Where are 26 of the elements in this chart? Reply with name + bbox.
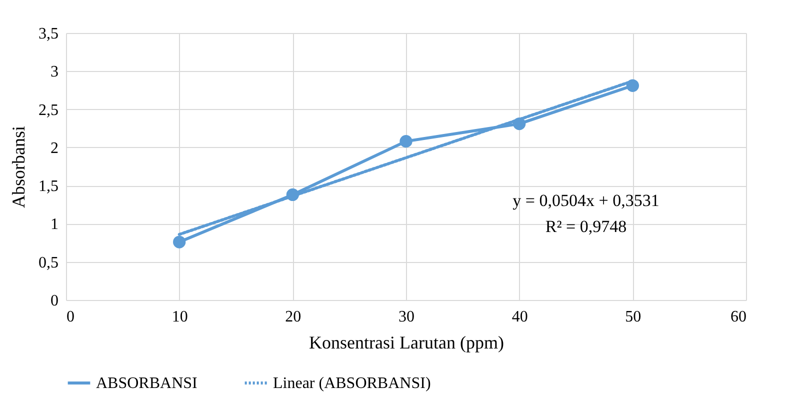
point (173, 236, 186, 248)
y-tick-label: 1 (50, 216, 58, 234)
y-tick-label: 0,5 (38, 254, 58, 272)
legend-label: Linear (ABSORBANSI) (273, 375, 431, 392)
y-tick-label: 2 (50, 140, 58, 157)
y-tick-label: 3 (50, 64, 58, 81)
x-axis-title: Konsentrasi Larutan (ppm) (309, 332, 504, 352)
point (513, 117, 526, 130)
x-tick-label: 20 (285, 308, 302, 326)
point (626, 79, 639, 92)
x-tick-label: 50 (625, 308, 642, 326)
x-tick-label: 60 (730, 308, 746, 326)
y-tick-label: 3,5 (38, 26, 58, 42)
x-tick-label: 0 (66, 308, 74, 326)
annotation: y = 0,0504x + 0,3531 (512, 191, 660, 210)
y-tick-label: 1,5 (38, 178, 58, 196)
point (400, 135, 412, 148)
x-tick-label: 30 (398, 308, 414, 326)
x-tick-label: 40 (512, 308, 528, 326)
y-tick-label: 0 (50, 292, 58, 310)
y-axis-title: Absorbansi (8, 126, 28, 208)
legend-label: ABSORBANSI (96, 375, 198, 392)
x-tick-label: 10 (172, 308, 188, 326)
annotation: R² = 0,9748 (545, 217, 627, 236)
y-tick-label: 2,5 (38, 102, 58, 119)
point (286, 188, 299, 202)
